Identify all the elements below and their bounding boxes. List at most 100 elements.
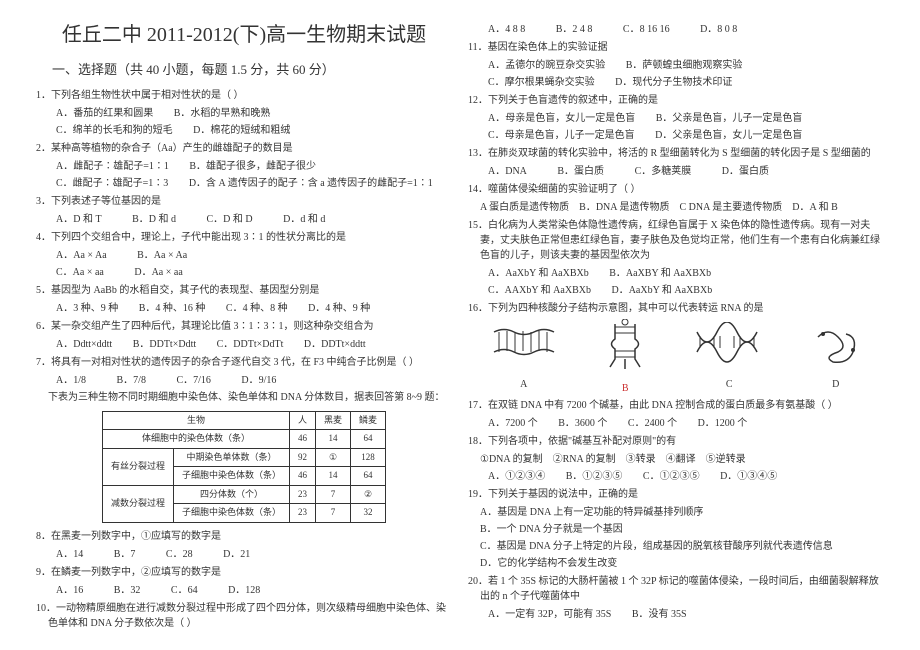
molecule-diagram-row: A B C D xyxy=(468,322,884,392)
cell: 7 xyxy=(316,485,351,504)
opt: C．AAXbY 和 AaXBXb xyxy=(488,283,591,298)
opt: B．7 xyxy=(114,547,136,562)
cell: 四分体数（个） xyxy=(173,485,289,504)
q2-options: A．雌配子∶雄配子=1∶1 B．雄配子很多，雌配子很少 xyxy=(36,159,452,174)
q18-line: ①DNA 的复制 ②RNA 的复制 ③转录 ④翻译 ⑤逆转录 xyxy=(468,452,884,467)
opt: C．2400 个 xyxy=(628,416,677,431)
cell: 7 xyxy=(316,504,351,523)
ladder-icon xyxy=(489,322,559,370)
cell: 有丝分裂过程 xyxy=(102,448,173,485)
q15-options: A．AaXbY 和 AaXBXb B．AaXBY 和 AaXBXb xyxy=(468,266,884,281)
opt: A．3 种、9 种 xyxy=(56,301,118,316)
opt: B．32 xyxy=(114,583,141,598)
question-19: 19．下列关于基因的说法中，正确的是 xyxy=(468,487,884,502)
q1-options: A．番茄的红果和圆果 B．水稻的早熟和晚熟 xyxy=(36,106,452,121)
opt: A．孟德尔的豌豆杂交实验 xyxy=(488,58,605,73)
cell: 中期染色单体数（条） xyxy=(173,448,289,467)
section-heading: 一、选择题（共 40 小题，每题 1.5 分，共 60 分） xyxy=(52,60,452,80)
q11-options: A．孟德尔的豌豆杂交实验 B．萨顿蝗虫细胞观察实验 xyxy=(468,58,884,73)
opt: D．棉花的短绒和粗绒 xyxy=(193,123,290,138)
diagram-a: A xyxy=(489,322,559,392)
opt: C．64 xyxy=(171,583,198,598)
opt: D．蛋白质 xyxy=(722,164,769,179)
q19b: B．一个 DNA 分子就是一个基因 xyxy=(468,522,884,537)
opt: A．Ddtt×ddtt xyxy=(56,337,112,352)
cell: 23 xyxy=(289,504,315,523)
label-c: C xyxy=(692,377,767,392)
question-13: 13．在肺炎双球菌的转化实验中，将活的 R 型细菌转化为 S 型细菌的转化因子是… xyxy=(468,146,884,161)
q2-options-2: C．雌配子∶雄配子=1∶3 D．含 A 遗传因子的配子∶含 a 遗传因子的雌配子… xyxy=(36,176,452,191)
q12-options-2: C．母亲是色盲，儿子一定是色盲 D．父亲是色盲，女儿一定是色盲 xyxy=(468,128,884,143)
opt: B．①②③⑤ xyxy=(566,469,623,484)
question-9: 9．在鳞麦一列数字中，②应填写的数字是 xyxy=(36,565,452,580)
opt: B．雄配子很多，雌配子很少 xyxy=(189,159,316,174)
opt: A．4 8 8 xyxy=(488,22,525,37)
diagram-b: B xyxy=(600,319,650,396)
opt: D．DDTt×ddtt xyxy=(304,337,366,352)
cell: 92 xyxy=(289,448,315,467)
cell: ② xyxy=(351,485,386,504)
opt: D．现代分子生物技术印证 xyxy=(615,75,732,90)
question-2: 2．某种高等植物的杂合子（Aa）产生的雌雄配子的数目是 xyxy=(36,141,452,156)
opt: C．8 16 16 xyxy=(623,22,670,37)
opt: B．2 4 8 xyxy=(556,22,593,37)
question-7: 7．将具有一对相对性状的遗传因子的杂合子逐代自交 3 代，在 F3 中纯合子比例… xyxy=(36,355,452,370)
opt: B．萨顿蝗虫细胞观察实验 xyxy=(626,58,743,73)
q19a: A．基因是 DNA 上有一定功能的特异碱基排列顺序 xyxy=(468,505,884,520)
q11-options-2: C．摩尔根果蝇杂交实验 D．现代分子生物技术印证 xyxy=(468,75,884,90)
opt: B．AaXBY 和 AaXBXb xyxy=(609,266,711,281)
cell: ① xyxy=(316,448,351,467)
q4-options: A．Aa × Aa B．Aa × Aa xyxy=(36,248,452,263)
opt: B．3600 个 xyxy=(558,416,607,431)
opt: C．DDTt×DdTt xyxy=(217,337,284,352)
opt: C．多糖荚膜 xyxy=(635,164,692,179)
question-1: 1．下列各组生物性状中属于相对性状的是（ ） xyxy=(36,88,452,103)
opt: D．①③④⑤ xyxy=(720,469,777,484)
opt: A．Aa × Aa xyxy=(56,248,107,263)
opt: D．21 xyxy=(223,547,250,562)
opt: B．D 和 d xyxy=(132,212,176,227)
question-17: 17．在双链 DNA 中有 7200 个碱基，由此 DNA 控制合成的蛋白质最多… xyxy=(468,398,884,413)
opt: A．DNA xyxy=(488,164,527,179)
opt: D．128 xyxy=(228,583,260,598)
question-10: 10．一动物精原细胞在进行减数分裂过程中形成了四个四分体，则次级精母细胞中染色体… xyxy=(36,601,452,631)
question-12: 12．下列关于色盲遗传的叙述中，正确的是 xyxy=(468,93,884,108)
opt: C．4 种、8 种 xyxy=(226,301,288,316)
question-20: 20．若 1 个 35S 标记的大肠杆菌被 1 个 32P 标记的噬菌体侵染，一… xyxy=(468,574,884,604)
opt: B．Aa × Aa xyxy=(137,248,187,263)
cell: 14 xyxy=(316,430,351,449)
opt: C．D 和 D xyxy=(206,212,252,227)
q13-options: A．DNA B．蛋白质 C．多糖荚膜 D．蛋白质 xyxy=(468,164,884,179)
opt: C．母亲是色盲，儿子一定是色盲 xyxy=(488,128,635,143)
opt: D．4 种、9 种 xyxy=(308,301,370,316)
opt: A．7200 个 xyxy=(488,416,538,431)
cell: 子细胞中染色体数（条） xyxy=(173,504,289,523)
q9-options: A．16 B．32 C．64 D．128 xyxy=(36,583,452,598)
q19c: C．基因是 DNA 分子上特定的片段，组成基因的脱氧核苷酸序列就代表遗传信息 xyxy=(468,539,884,554)
q5-options: A．3 种、9 种 B．4 种、16 种 C．4 种、8 种 D．4 种、9 种 xyxy=(36,301,452,316)
q19d: D．它的化学结构不会发生改变 xyxy=(468,556,884,571)
th: 人 xyxy=(289,411,315,430)
opt: D．9/16 xyxy=(241,373,276,388)
question-6: 6．某一杂交组产生了四种后代，其理论比值 3∶1∶3∶1，则这种杂交组合为 xyxy=(36,319,452,334)
opt: D．d 和 d xyxy=(283,212,325,227)
coil-icon xyxy=(808,322,863,370)
q17-options: A．7200 个 B．3600 个 C．2400 个 D．1200 个 xyxy=(468,416,884,431)
cell: 体细胞中的染色体数（条） xyxy=(102,430,289,449)
opt: C．28 xyxy=(166,547,193,562)
q10-options: A．4 8 8 B．2 4 8 C．8 16 16 D．8 0 8 xyxy=(468,22,884,37)
opt: C．①②③⑤ xyxy=(643,469,700,484)
th: 生物 xyxy=(102,411,289,430)
opt: C．Aa × aa xyxy=(56,265,104,280)
opt: A．1/8 xyxy=(56,373,86,388)
opt: A．D 和 T xyxy=(56,212,102,227)
opt: D．含 A 遗传因子的配子∶含 a 遗传因子的雌配子=1∶1 xyxy=(189,176,433,191)
opt: A．14 xyxy=(56,547,83,562)
question-8: 8．在黑麦一列数字中，①应填写的数字是 xyxy=(36,529,452,544)
th: 鳞麦 xyxy=(351,411,386,430)
cell: 46 xyxy=(289,467,315,486)
opt: D．AaXbY 和 AaXBXb xyxy=(611,283,712,298)
cell: 46 xyxy=(289,430,315,449)
cell: 23 xyxy=(289,485,315,504)
q12-options: A．母亲是色盲，女儿一定是色盲 B．父亲是色盲，儿子一定是色盲 xyxy=(468,111,884,126)
